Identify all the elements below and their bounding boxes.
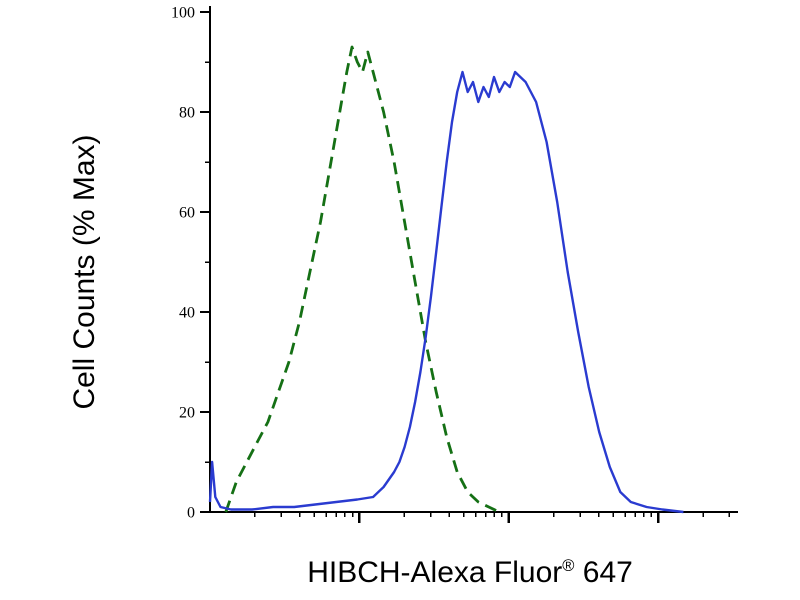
y-axis-label: Cell Counts (% Max) bbox=[68, 134, 101, 410]
y-tick-label: 0 bbox=[187, 505, 195, 522]
registered-trademark-symbol: ® bbox=[562, 557, 575, 575]
x-axis-label-main: HIBCH-Alexa Fluor bbox=[307, 556, 563, 589]
x-axis-label-suffix: 647 bbox=[574, 556, 633, 589]
y-tick-label: 60 bbox=[179, 205, 195, 222]
axis-ticks bbox=[200, 11, 731, 523]
y-tick-label: 40 bbox=[179, 305, 195, 322]
x-axis-label: HIBCH-Alexa Fluor® 647 bbox=[170, 556, 770, 590]
y-tick-label: 100 bbox=[171, 5, 195, 22]
series-hibch-alexa-fluor-647-curve bbox=[208, 70, 684, 514]
data-series bbox=[208, 45, 684, 514]
axes bbox=[209, 6, 738, 513]
series-control-curve bbox=[224, 45, 500, 514]
y-tick-label: 80 bbox=[179, 105, 195, 122]
axis-tick-labels: 0 20 40 60 80 100 bbox=[171, 5, 195, 522]
y-tick-label: 20 bbox=[179, 405, 195, 422]
